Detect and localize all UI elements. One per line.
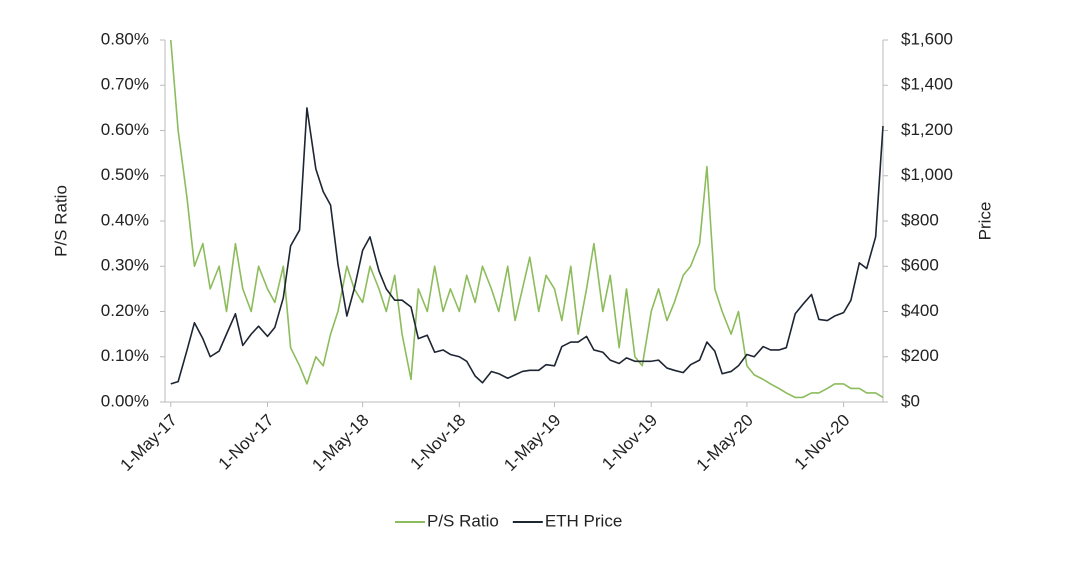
y-tick-label: 0.60% bbox=[101, 120, 149, 139]
x-tick-label: 1-May-17 bbox=[117, 411, 181, 475]
y2-tick-label: $1,600 bbox=[901, 29, 953, 48]
y2-axis-label: Price bbox=[975, 202, 994, 241]
x-tick-label: 1-May-20 bbox=[693, 411, 757, 475]
y2-tick-label: $800 bbox=[901, 210, 939, 229]
y2-tick-label: $0 bbox=[901, 391, 920, 410]
x-tick-label: 1-Nov-19 bbox=[598, 411, 661, 474]
y2-tick-label: $200 bbox=[901, 346, 939, 365]
y-tick-label: 0.70% bbox=[101, 75, 149, 94]
y2-tick-label: $1,000 bbox=[901, 165, 953, 184]
series-line bbox=[170, 107, 884, 385]
x-tick-label: 1-Nov-18 bbox=[406, 411, 469, 474]
legend-label: ETH Price bbox=[545, 511, 622, 530]
x-tick-label: 1-May-19 bbox=[500, 411, 564, 475]
y2-tick-label: $400 bbox=[901, 301, 939, 320]
y-tick-label: 0.00% bbox=[101, 391, 149, 410]
y2-tick-label: $1,400 bbox=[901, 75, 953, 94]
x-tick-label: 1-May-18 bbox=[308, 411, 372, 475]
y-tick-label: 0.40% bbox=[101, 210, 149, 229]
series-line bbox=[169, 39, 884, 399]
x-tick-label: 1-Nov-17 bbox=[215, 411, 278, 474]
y-tick-label: 0.10% bbox=[101, 346, 149, 365]
legend-label: P/S Ratio bbox=[427, 511, 499, 530]
y-tick-label: 0.50% bbox=[101, 165, 149, 184]
y2-tick-label: $600 bbox=[901, 256, 939, 275]
y-tick-label: 0.30% bbox=[101, 256, 149, 275]
y-tick-label: 0.80% bbox=[101, 29, 149, 48]
y-axis-label: P/S Ratio bbox=[51, 185, 70, 257]
y2-tick-label: $1,200 bbox=[901, 120, 953, 139]
x-tick-label: 1-Nov-20 bbox=[791, 411, 854, 474]
y-tick-label: 0.20% bbox=[101, 301, 149, 320]
